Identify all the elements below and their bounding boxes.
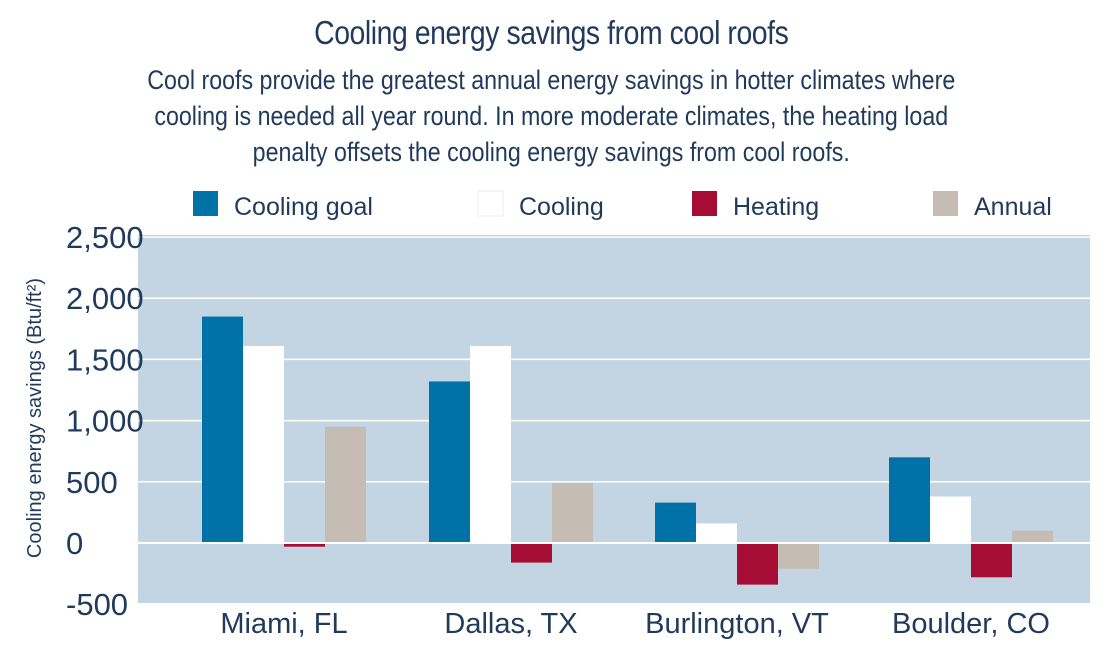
y-axis-ticks: 2,500 2,000 1,500 1,000 500 0 -500: [66, 220, 144, 622]
y-tick-label: 1,000: [66, 404, 144, 439]
legend-label: Cooling goal: [234, 193, 373, 221]
legend-label: Cooling: [519, 193, 604, 221]
y-tick-label: -500: [66, 587, 128, 622]
bar-cooling-goal: [889, 457, 930, 543]
bar-cooling-goal: [429, 381, 470, 543]
chart-title: Cooling energy savings from cool roofs: [314, 14, 789, 51]
x-axis-categories: Miami, FL Dallas, TX Burlington, VT Boulder…: [220, 608, 1050, 640]
legend-swatch: [933, 191, 958, 216]
y-tick-label: 2,500: [66, 220, 144, 255]
bar-heating: [284, 543, 325, 547]
bar-cooling: [470, 345, 511, 543]
gridlines: [138, 236, 1090, 483]
y-axis-label: Cooling energy savings (Btu/ft²): [24, 278, 46, 558]
bar-heating: [971, 543, 1012, 578]
bars: [202, 316, 1053, 585]
bar-heating: [737, 543, 778, 585]
y-tick-label: 1,500: [66, 342, 144, 377]
legend-label: Annual: [974, 193, 1052, 221]
legend-label: Heating: [733, 193, 819, 221]
bar-cooling-goal: [202, 316, 243, 543]
x-category-label: Boulder, CO: [892, 608, 1050, 640]
legend-swatch: [692, 191, 717, 216]
bar-cooling-goal: [655, 502, 696, 543]
subtitle-line-2: cooling is needed all year round. In mor…: [154, 101, 949, 131]
x-category-label: Burlington, VT: [645, 608, 829, 640]
x-category-label: Dallas, TX: [444, 608, 577, 640]
bar-heating: [511, 543, 552, 563]
legend: Cooling goal Cooling Heating Annual: [193, 190, 1052, 221]
legend-swatch: [193, 191, 218, 216]
legend-swatch: [477, 190, 504, 217]
chart-subtitle: Cool roofs provide the greatest annual e…: [0, 62, 1103, 170]
bar-cooling: [243, 345, 284, 543]
x-category-label: Miami, FL: [220, 608, 347, 640]
bar-cooling: [696, 523, 737, 543]
y-tick-label: 2,000: [66, 281, 144, 316]
bar-annual: [325, 426, 366, 543]
bar-cooling: [930, 496, 971, 543]
subtitle-line-3: penalty offsets the cooling energy savin…: [252, 137, 850, 167]
subtitle-line-1: Cool roofs provide the greatest annual e…: [147, 65, 956, 95]
y-tick-label: 500: [66, 465, 118, 500]
bar-annual: [1012, 530, 1053, 543]
bar-annual: [778, 543, 819, 569]
bar-annual: [552, 483, 593, 543]
y-tick-label: 0: [66, 526, 83, 561]
